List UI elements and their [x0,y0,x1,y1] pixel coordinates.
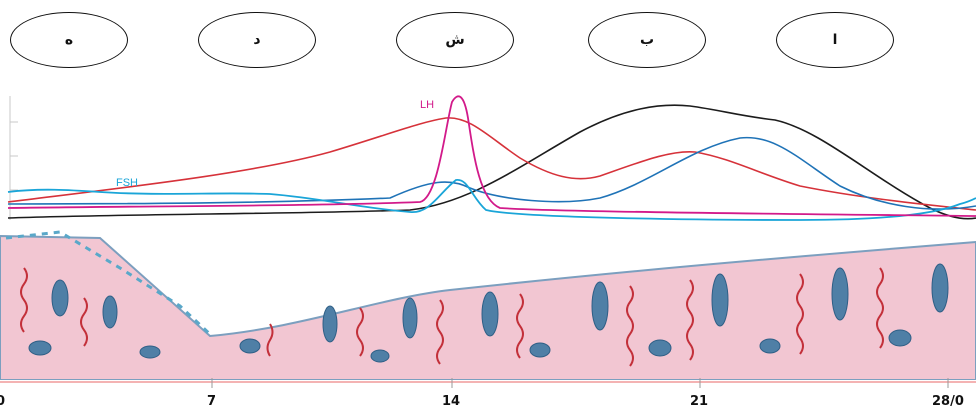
gland [402,297,418,339]
stage-ovals: ه د ش ب ا [0,0,976,80]
vessel [436,299,444,365]
tick-label-28: 28/0 [932,394,964,409]
oval-3: ش [396,12,514,68]
lh-label: LH [420,99,434,111]
glands [28,263,949,363]
oval-1-label: ه [64,32,74,48]
tick-label-21: 21 [690,394,709,409]
tick-label-14: 14 [442,394,461,409]
vessel [80,297,88,347]
vessel [356,307,364,357]
lh-curve [7,95,976,217]
vessel [796,273,804,355]
vessel [516,293,524,359]
gland [529,342,551,358]
oval-5-label: ا [832,32,838,48]
vessel [20,267,28,333]
red-curve [7,117,976,211]
vessel [686,279,694,361]
oval-1: ه [10,12,128,68]
hormone-curves: LH FSH [7,95,976,221]
gland [102,295,118,329]
gland [139,345,161,359]
gland [28,340,52,356]
tick-label-7: 7 [207,394,217,409]
gland [51,279,69,317]
blue-curve [7,136,976,210]
day-axis: 0 7 14 21 28/0 [0,378,976,412]
oval-2-label: د [253,32,261,48]
axis-line [0,378,976,388]
oval-4-label: ب [639,32,655,48]
gland [711,273,729,327]
gland [591,281,609,331]
gland [831,267,849,321]
oval-4: ب [588,12,706,68]
gland [648,339,672,357]
oval-2: د [198,12,316,68]
oval-5: ا [776,12,894,68]
gland [931,263,949,313]
fsh-curve [7,179,976,221]
gland [481,291,499,337]
vessel [626,285,634,367]
tick-label-0: 0 [0,394,6,409]
vessel [266,323,274,357]
endometrium-illustration [0,230,976,380]
gland [239,338,261,354]
vessel [876,267,884,349]
gland [888,329,912,347]
gland [759,338,781,354]
vessels [20,267,884,367]
oval-3-label: ش [445,32,465,48]
shedding-edge [5,230,214,338]
gland [370,349,390,363]
fsh-label: FSH [116,177,138,189]
black-curve [7,104,976,220]
gland [322,305,338,343]
